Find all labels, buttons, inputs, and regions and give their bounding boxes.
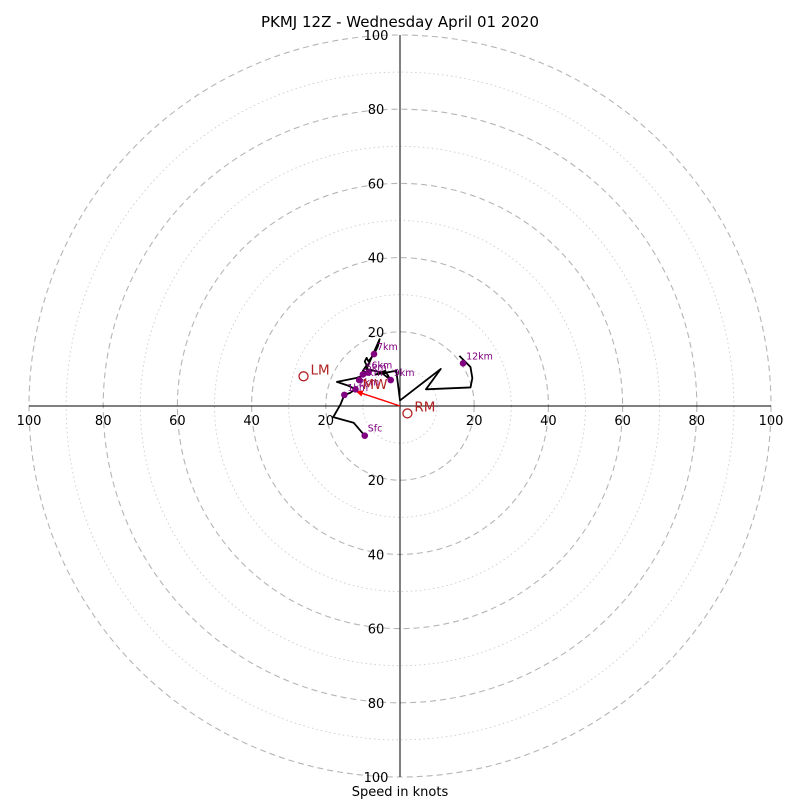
level-point (370, 350, 378, 358)
ring-tick-label: 20 (368, 326, 385, 341)
storm-vector-arrowhead (355, 390, 364, 397)
ring-tick-label: 100 (364, 771, 389, 786)
ring-tick-label: 40 (243, 414, 260, 429)
level-markers: Sfc1km2km3km5km6km7km9km12km (341, 342, 493, 439)
storm-motion-label: MW (362, 377, 387, 393)
level-point (387, 376, 395, 384)
storm-motion-marker (298, 371, 309, 382)
level-point (341, 391, 348, 399)
level-point (355, 376, 363, 384)
level-label: Sfc (368, 424, 383, 435)
hodograph-traces (332, 338, 474, 437)
storm-motion-marker (402, 408, 413, 419)
ring-tick-label: 100 (759, 414, 784, 429)
level-label: 2km (358, 377, 379, 388)
level-point (365, 369, 372, 376)
ring-tick-label: 60 (368, 623, 385, 638)
tick-labels: 20 20 20 20 40 40 40 40 60 60 60 60 80 80 80 80 100 100 10… (17, 29, 784, 786)
ring-tick-label: 40 (540, 414, 557, 429)
level-point (352, 386, 359, 393)
x-axis-label: Speed in knots (352, 785, 449, 800)
ring-tick-label: 80 (95, 414, 112, 429)
level-label: 6km (371, 361, 392, 372)
chart-title: PKMJ 12Z - Wednesday April 01 2020 (261, 13, 539, 31)
ring-tick-label: 20 (466, 414, 483, 429)
level-point (359, 371, 367, 378)
level-label: 7km (377, 342, 398, 353)
ring-tick-label: 20 (368, 474, 385, 489)
level-label: 5km (366, 362, 387, 373)
storm-motion-vector (355, 390, 401, 407)
ring-tick-label: 40 (368, 548, 385, 563)
level-label: 12km (466, 351, 493, 362)
storm-motion-label: RM (414, 399, 435, 415)
level-label: 9km (394, 368, 415, 379)
ring-tick-label: 80 (368, 697, 385, 712)
ring-tick-label: 60 (614, 414, 631, 429)
storm-motion-label: LM (311, 362, 330, 378)
ring-tick-label: 80 (689, 414, 706, 429)
level-label: 3km (362, 368, 383, 379)
storm-motion-markers: LM RM MW (298, 362, 435, 419)
ring-tick-label: 40 (368, 252, 385, 267)
ring-tick-label: 80 (368, 103, 385, 118)
ring-tick-label: 20 (318, 414, 335, 429)
ring-tick-label: 60 (169, 414, 186, 429)
ring-tick-label: 100 (364, 29, 389, 44)
level-point (459, 360, 467, 367)
ring-tick-label: 100 (17, 414, 42, 429)
level-point (361, 432, 369, 439)
hodograph-line (332, 338, 474, 437)
ring-tick-label: 60 (368, 177, 385, 192)
